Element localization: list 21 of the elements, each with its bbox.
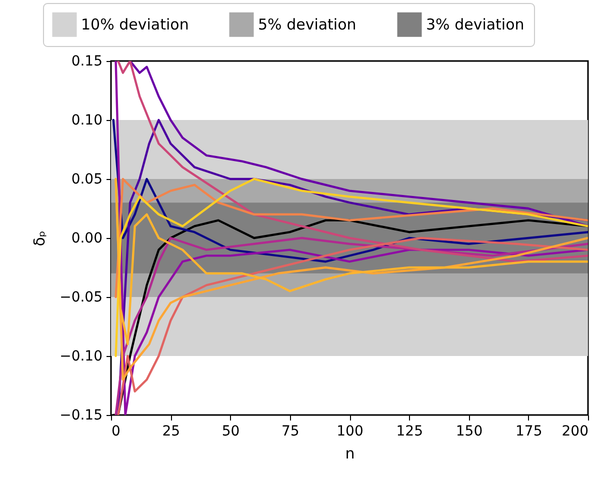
y-tick-label: 0.00 bbox=[71, 230, 102, 246]
x-tick-label: 50 bbox=[222, 424, 240, 440]
x-tick-label: 0 bbox=[112, 424, 120, 440]
x-axis-title: n bbox=[345, 444, 355, 462]
y-tick-label: 0.10 bbox=[71, 112, 102, 128]
x-tick-label: 150 bbox=[456, 424, 483, 440]
x-tick-label: 125 bbox=[396, 424, 423, 440]
x-tick-label: 25 bbox=[162, 424, 180, 440]
x-tick-label: 100 bbox=[336, 424, 364, 440]
x-tick-label: 75 bbox=[281, 424, 300, 440]
y-tick-label: 0.15 bbox=[71, 54, 102, 70]
x-tick-label: 175 bbox=[516, 424, 542, 440]
y-axis-title: δₚ bbox=[30, 230, 49, 246]
y-tick-label: −0.15 bbox=[60, 408, 102, 424]
y-tick-label: −0.05 bbox=[60, 290, 102, 306]
legend-label: 5% deviation bbox=[258, 16, 356, 34]
x-tick-label: 200 bbox=[562, 424, 588, 440]
y-tick-label: 0.05 bbox=[71, 172, 102, 188]
legend-label: 3% deviation bbox=[426, 16, 524, 34]
legend-label: 10% deviation bbox=[81, 16, 189, 34]
y-tick-label: −0.10 bbox=[60, 348, 102, 364]
